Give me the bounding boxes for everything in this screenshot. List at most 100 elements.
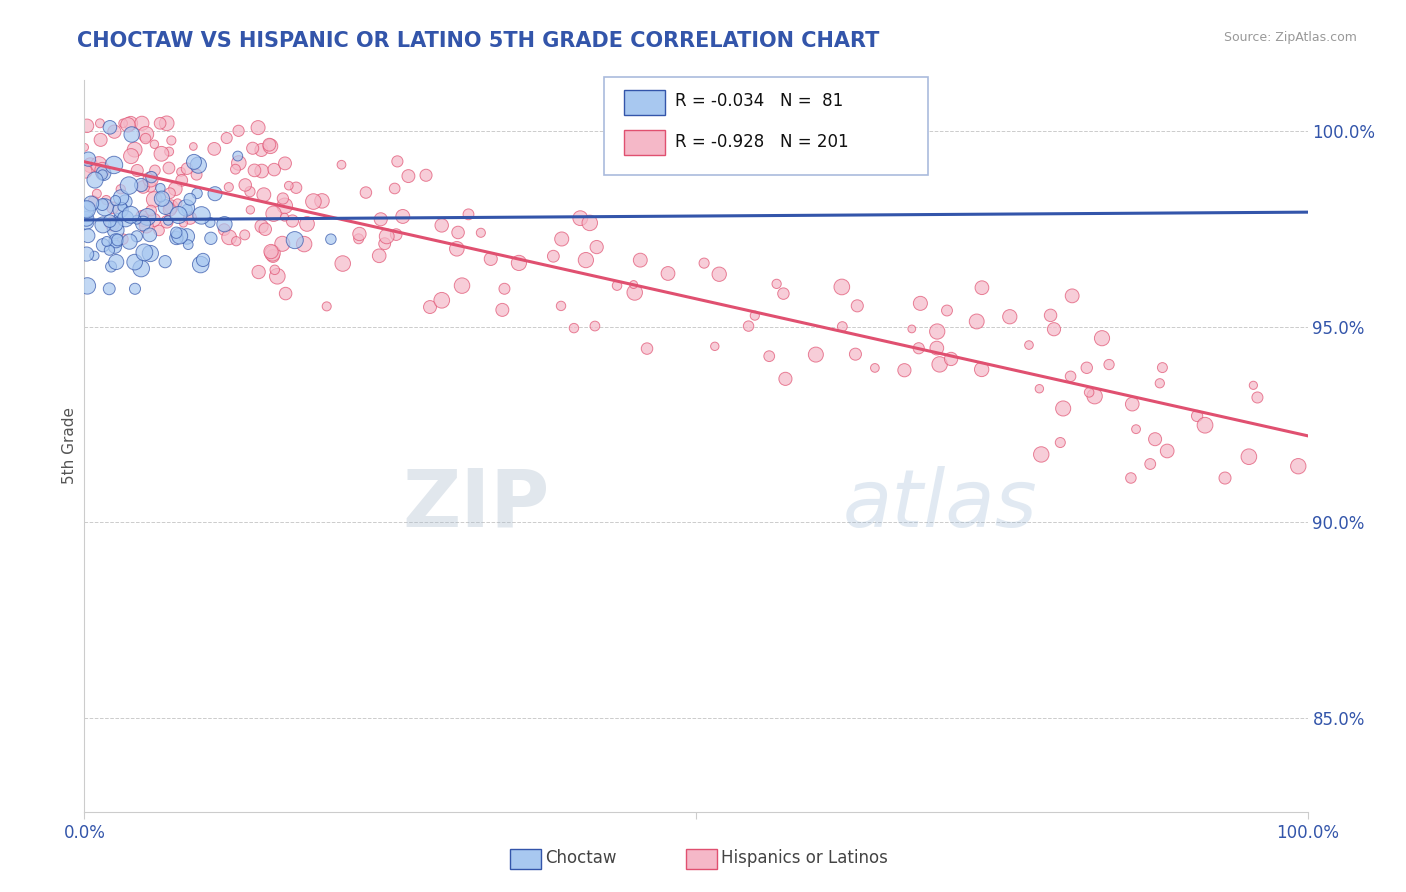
Point [925,341,948,355]
Point [212,222,235,236]
Text: CHOCTAW VS HISPANIC OR LATINO 5TH GRADE CORRELATION CHART: CHOCTAW VS HISPANIC OR LATINO 5TH GRADE … [77,31,880,51]
Point [831,280,853,294]
Point [262,246,284,260]
Point [73,140,96,154]
Point [1091,331,1114,345]
Point [135,128,157,142]
Point [91,162,114,177]
Point [134,245,156,260]
Point [77,228,100,243]
Point [758,349,780,363]
Point [177,237,200,252]
Point [215,131,238,145]
Point [218,230,240,244]
Point [285,180,308,194]
Point [191,252,214,267]
Point [470,226,492,240]
Point [86,186,108,201]
Text: R = -0.928   N = 201: R = -0.928 N = 201 [675,133,849,151]
Point [260,244,283,259]
Point [384,181,406,195]
Point [966,314,988,328]
Point [430,293,453,308]
Point [187,158,209,172]
Point [90,166,112,180]
Point [585,240,607,254]
Point [263,207,285,221]
Point [387,154,409,169]
Point [893,363,915,377]
Point [202,142,225,156]
Point [274,156,297,170]
Point [578,216,600,230]
Point [77,152,100,166]
Point [98,243,121,257]
Point [104,194,127,208]
Point [129,261,152,276]
Point [657,267,679,281]
Point [143,137,166,152]
Point [349,227,371,241]
FancyBboxPatch shape [605,77,928,176]
Point [1098,358,1121,372]
Point [831,319,853,334]
Point [479,252,502,266]
Point [132,217,155,231]
Point [131,210,153,224]
Point [233,178,256,192]
Point [243,163,266,178]
Y-axis label: 5th Grade: 5th Grade [62,408,77,484]
Point [311,194,333,208]
Point [636,342,658,356]
Point [105,255,128,269]
Point [190,258,212,272]
Point [114,211,136,226]
Point [1139,457,1161,471]
Point [118,178,141,193]
Point [141,170,163,185]
Point [157,213,180,227]
Point [263,162,285,177]
Point [91,168,114,182]
Point [110,182,132,196]
Point [101,217,124,231]
Point [319,232,342,246]
Point [143,193,166,207]
Point [96,193,118,207]
Point [543,249,565,263]
Point [703,339,725,353]
Point [87,157,110,171]
Point [250,164,273,178]
Point [247,120,270,135]
Point [277,178,299,193]
Point [165,231,187,245]
Point [179,192,201,206]
Point [135,131,157,145]
Point [76,279,98,293]
Point [91,197,114,211]
Point [170,173,193,187]
Point [121,128,143,142]
Point [451,278,474,293]
Point [239,185,262,199]
Point [198,215,221,229]
Point [928,357,950,371]
Point [155,200,177,214]
Point [143,213,166,227]
Point [135,219,157,233]
Point [1286,459,1309,474]
Point [166,196,188,211]
Point [90,133,112,147]
Point [186,168,208,182]
Point [1078,385,1101,400]
Point [1152,360,1174,375]
Point [775,372,797,386]
Point [76,202,98,217]
Point [114,194,136,209]
Point [165,226,187,240]
Point [124,143,146,157]
Point [274,199,297,213]
Point [132,213,155,227]
Point [200,231,222,245]
Point [998,310,1021,324]
